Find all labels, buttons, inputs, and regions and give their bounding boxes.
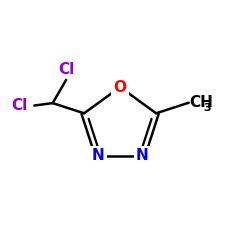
Text: 3: 3 xyxy=(203,102,211,113)
Text: O: O xyxy=(114,80,126,94)
Text: N: N xyxy=(136,148,149,163)
Text: N: N xyxy=(92,148,104,163)
Text: Cl: Cl xyxy=(58,62,74,77)
Text: Cl: Cl xyxy=(11,98,28,113)
Text: CH: CH xyxy=(190,95,213,110)
